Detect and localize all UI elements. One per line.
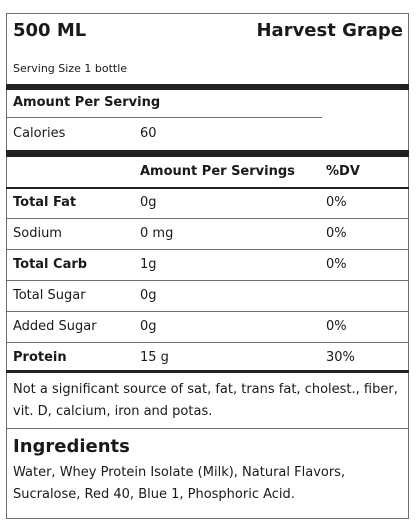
calories-label: Calories: [13, 126, 66, 141]
row-divider: [6, 280, 409, 281]
calories-value: 60: [140, 126, 157, 141]
nutrient-amount: 0 mg: [140, 226, 174, 241]
nutrient-name: Total Carb: [13, 257, 88, 272]
ingredients-text: Water, Whey Protein Isolate (Milk), Natu…: [13, 465, 346, 502]
column-header-dv: %DV: [326, 164, 360, 179]
product-size: 500 ML: [13, 20, 87, 41]
row-divider: [6, 218, 409, 219]
row-divider: [6, 342, 409, 343]
nutrition-facts-panel: [6, 13, 409, 519]
nutrient-amount: 0g: [140, 288, 157, 303]
thick-divider: [6, 150, 409, 157]
nutrient-name: Total Fat: [13, 195, 77, 210]
ingredients-title: Ingredients: [13, 436, 130, 457]
nutrient-dv: 30%: [326, 350, 355, 365]
footnote: Not a significant source of sat, fat, tr…: [13, 382, 398, 419]
nutrient-dv: 0%: [326, 257, 347, 272]
nutrient-dv: 0%: [326, 195, 347, 210]
nutrient-dv: 0%: [326, 319, 347, 334]
nutrient-name: Sodium: [13, 226, 62, 241]
divider: [6, 428, 409, 429]
thick-divider: [6, 84, 409, 90]
nutrient-amount: 0g: [140, 195, 157, 210]
column-header-amount: Amount Per Servings: [140, 164, 295, 179]
nutrient-name: Protein: [13, 350, 67, 365]
thick-divider: [6, 370, 409, 373]
nutrient-amount: 1g: [140, 257, 157, 272]
divider: [6, 117, 322, 118]
nutrient-amount: 0g: [140, 319, 157, 334]
row-divider: [6, 311, 409, 312]
amount-per-serving-label: Amount Per Serving: [13, 95, 161, 110]
serving-size: Serving Size 1 bottle: [13, 62, 128, 75]
nutrient-dv: 0%: [326, 226, 347, 241]
nutrient-name: Total Sugar: [13, 288, 86, 303]
product-flavor: Harvest Grape: [256, 20, 403, 41]
row-divider: [6, 249, 409, 250]
nutrient-amount: 15 g: [140, 350, 169, 365]
nutrient-name: Added Sugar: [13, 319, 97, 334]
divider: [6, 187, 409, 189]
